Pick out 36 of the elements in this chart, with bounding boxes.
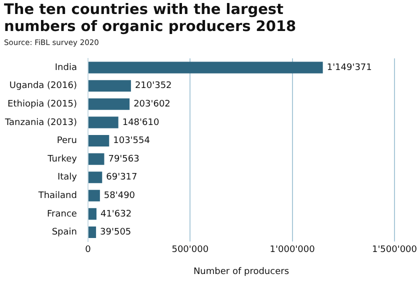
x-tick-label: 0 — [85, 245, 92, 256]
data-label: 210'352 — [134, 81, 172, 92]
data-label: 41'632 — [100, 209, 132, 220]
data-label: 58'490 — [104, 190, 136, 201]
x-tick-label: 500'000 — [172, 245, 209, 256]
x-tick-label: 1'500'000 — [372, 245, 418, 256]
bar — [88, 190, 100, 202]
data-label: 1'149'371 — [326, 62, 372, 73]
bar — [88, 172, 102, 184]
bar — [88, 98, 130, 110]
y-tick-label: France — [47, 209, 78, 220]
x-tick-label: 1'000'000 — [270, 245, 316, 256]
y-tick-label: Peru — [56, 136, 77, 146]
data-label: 203'602 — [134, 99, 170, 110]
data-label: 39'505 — [100, 228, 132, 238]
data-label: 148'610 — [122, 118, 160, 128]
y-tick-label: Thailand — [37, 190, 77, 201]
y-tick-label: Italy — [57, 172, 78, 183]
bar — [88, 226, 96, 238]
data-label: 69'317 — [106, 172, 138, 183]
bar — [88, 116, 118, 128]
y-tick-label: Spain — [52, 228, 77, 238]
x-axis-title: Number of producers — [193, 266, 290, 277]
y-tick-label: India — [54, 62, 77, 73]
bar — [88, 208, 96, 220]
data-label: 103'554 — [113, 136, 150, 146]
bar — [88, 134, 110, 147]
data-label: 79'563 — [108, 154, 140, 164]
bar — [88, 153, 104, 165]
y-tick-label: Ethiopia (2015) — [8, 99, 77, 110]
y-tick-label: Turkey — [46, 154, 78, 164]
y-tick-label: Uganda (2016) — [9, 81, 77, 92]
bar — [88, 80, 131, 92]
y-tick-label: Tanzania (2013) — [4, 118, 77, 128]
bar — [88, 62, 323, 74]
chart-title: The ten countries with the largest numbers of organic producers 2018 — [4, 2, 298, 36]
